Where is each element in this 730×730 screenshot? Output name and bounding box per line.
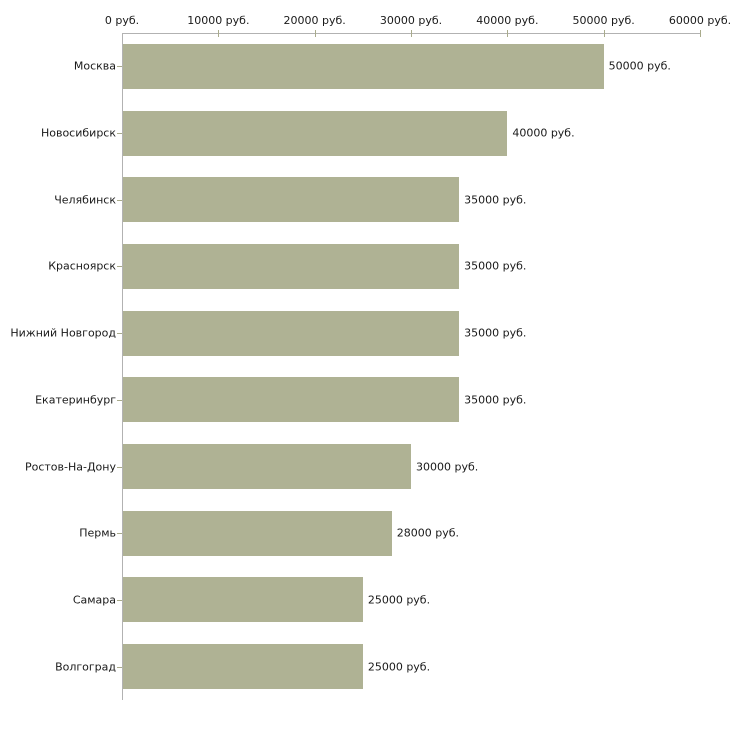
bar[interactable] [123, 110, 508, 156]
bar-value-label: 30000 руб. [416, 460, 479, 474]
bar[interactable] [123, 243, 460, 289]
y-axis-tick-mark [117, 467, 122, 468]
category-label: Самара [72, 593, 116, 607]
bar-value-label: 25000 руб. [367, 593, 431, 607]
y-axis-tick-mark [117, 333, 122, 334]
x-axis-tick-label: 10000 руб. [187, 14, 250, 27]
category-label: Москва [73, 59, 116, 73]
y-axis-tick-mark [117, 200, 122, 201]
bar-value-label: 50000 руб. [608, 59, 671, 73]
category-label: Нижний Новгород [10, 326, 116, 340]
x-axis-tick-mark [218, 30, 220, 37]
x-axis-tick-label: 50000 руб. [572, 14, 635, 27]
bar[interactable] [123, 177, 460, 223]
category-label: Ростов-На-Дону [24, 460, 116, 474]
bar[interactable] [123, 577, 363, 623]
bar[interactable] [123, 444, 411, 490]
x-axis-tick-label: 40000 руб. [476, 14, 539, 27]
category-label: Екатеринбург [35, 393, 116, 407]
y-axis-tick-mark [117, 533, 122, 534]
x-axis-tick-mark [507, 30, 509, 37]
y-axis-tick-mark [117, 667, 122, 668]
bar-value-label: 25000 руб. [367, 660, 431, 674]
bar-value-label: 40000 руб. [512, 126, 575, 140]
x-axis-tick-label: 60000 руб. [668, 14, 730, 27]
category-label: Волгоград [55, 660, 116, 674]
x-axis-tick-label: 0 руб. [104, 14, 140, 27]
bar[interactable] [123, 644, 363, 690]
category-label: Новосибирск [40, 126, 116, 140]
y-axis-tick-mark [117, 66, 122, 67]
bar[interactable] [123, 510, 392, 556]
x-axis-tick-mark [411, 30, 412, 37]
category-label: Красноярск [48, 259, 116, 273]
bar[interactable] [123, 43, 604, 89]
x-axis-tick-mark [700, 30, 701, 37]
bar-value-label: 35000 руб. [464, 193, 527, 207]
category-label: Челябинск [54, 193, 116, 207]
bar[interactable] [123, 377, 460, 423]
y-axis-tick-mark [117, 133, 122, 134]
bar[interactable] [123, 310, 460, 356]
category-label: Пермь [79, 526, 116, 540]
y-axis-tick-mark [117, 600, 122, 601]
bar-value-label: 35000 руб. [464, 259, 527, 273]
y-axis-tick-mark [117, 400, 122, 401]
bar-value-label: 35000 руб. [464, 393, 527, 407]
bar-value-label: 28000 руб. [396, 526, 459, 540]
y-axis-tick-mark [117, 266, 122, 267]
y-axis-line [122, 33, 123, 700]
x-axis-tick-label: 30000 руб. [379, 14, 443, 27]
x-axis-tick-label: 20000 руб. [283, 14, 346, 27]
x-axis-tick-mark [603, 30, 605, 37]
bar-value-label: 35000 руб. [464, 326, 527, 340]
x-axis-tick-mark [314, 30, 316, 37]
